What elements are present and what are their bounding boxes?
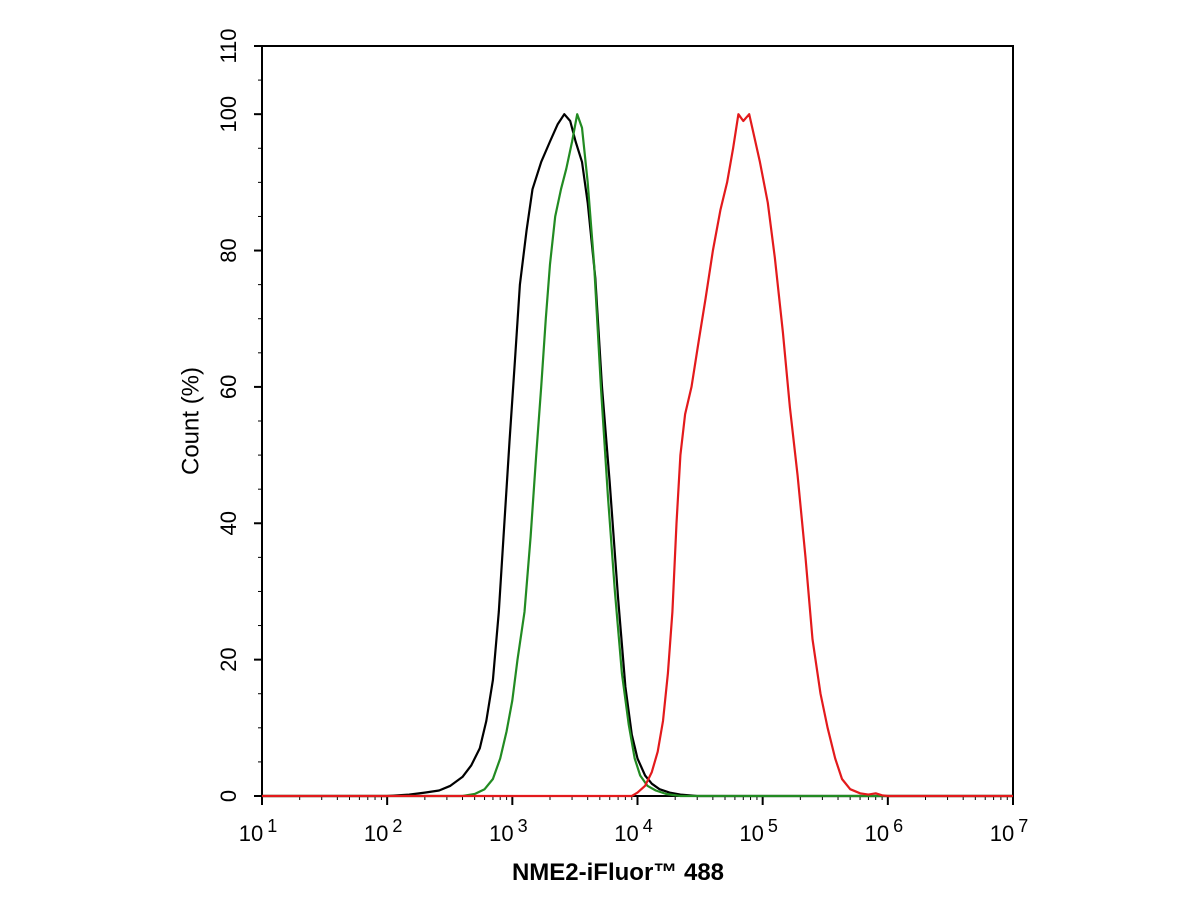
x-tick-base: 10 (739, 821, 763, 846)
y-tick-label: 20 (216, 647, 241, 671)
x-tick-base: 10 (865, 821, 889, 846)
y-tick-label: 60 (216, 375, 241, 399)
series-line-2 (262, 113, 1013, 798)
x-tick-exponent: 3 (518, 816, 528, 836)
x-tick-label: 10 5 (739, 816, 778, 846)
x-tick-label: 10 1 (239, 816, 278, 846)
x-tick-base: 10 (364, 821, 388, 846)
x-tick-label: 10 3 (489, 816, 528, 846)
x-tick-label: 10 7 (990, 816, 1029, 846)
series-line-1 (262, 113, 1013, 798)
y-tick-label: 110 (216, 28, 241, 63)
y-tick-label: 40 (216, 511, 241, 535)
x-tick-exponent: 4 (643, 816, 653, 836)
plot-frame (261, 45, 1014, 797)
series-line-3 (262, 113, 1013, 798)
x-tick-label: 10 6 (865, 816, 904, 846)
x-tick-base: 10 (489, 821, 513, 846)
x-tick-base: 10 (614, 821, 638, 846)
x-tick-exponent: 2 (392, 816, 402, 836)
x-tick-exponent: 7 (1018, 816, 1028, 836)
x-tick-label: 10 4 (614, 816, 653, 846)
y-tick-label: 100 (216, 96, 241, 133)
x-tick-exponent: 6 (893, 816, 903, 836)
x-axis-title: NME2-iFluor™ 488 (512, 859, 724, 886)
x-tick-exponent: 5 (768, 816, 778, 836)
series-layer (262, 113, 1013, 798)
x-tick-exponent: 1 (267, 816, 277, 836)
y-axis-ticks: 0 20 40 60 80 100 110 (216, 28, 262, 802)
x-axis-ticks: 10 1 10 2 10 3 10 4 10 5 10 6 10 7 (239, 796, 1029, 846)
y-tick-label: 80 (216, 238, 241, 262)
y-tick-label: 0 (216, 790, 241, 802)
x-tick-label: 10 2 (364, 816, 403, 846)
x-tick-base: 10 (239, 821, 263, 846)
x-tick-base: 10 (990, 821, 1014, 846)
y-axis-title: Count (%) (177, 367, 204, 475)
